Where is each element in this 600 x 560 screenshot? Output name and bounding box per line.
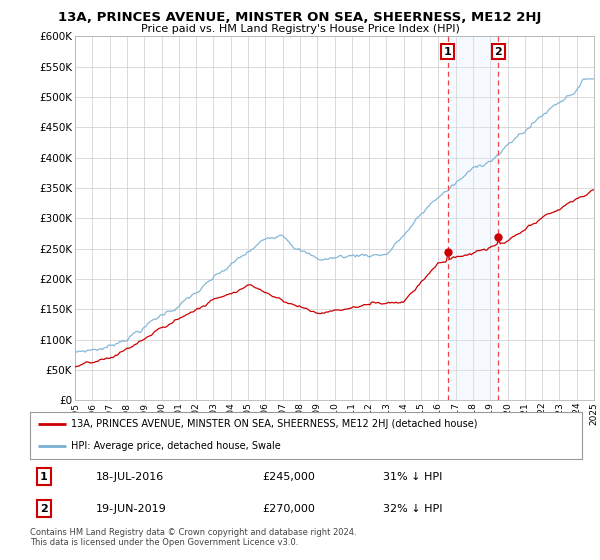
Bar (448, 36, 498, 400)
Text: 13A, PRINCES AVENUE, MINSTER ON SEA, SHEERNESS, ME12 2HJ: 13A, PRINCES AVENUE, MINSTER ON SEA, SHE… (58, 11, 542, 24)
Text: 13A, PRINCES AVENUE, MINSTER ON SEA, SHEERNESS, ME12 2HJ (detached house): 13A, PRINCES AVENUE, MINSTER ON SEA, SHE… (71, 419, 478, 430)
Text: £245,000: £245,000 (262, 472, 315, 482)
Text: 1: 1 (40, 472, 47, 482)
Text: 19-JUN-2019: 19-JUN-2019 (96, 504, 167, 514)
Text: Price paid vs. HM Land Registry's House Price Index (HPI): Price paid vs. HM Land Registry's House … (140, 24, 460, 34)
Text: Contains HM Land Registry data © Crown copyright and database right 2024.
This d: Contains HM Land Registry data © Crown c… (30, 528, 356, 547)
Text: 1: 1 (444, 46, 452, 57)
Text: HPI: Average price, detached house, Swale: HPI: Average price, detached house, Swal… (71, 441, 281, 451)
Text: 2: 2 (494, 46, 502, 57)
Text: 18-JUL-2016: 18-JUL-2016 (96, 472, 164, 482)
Text: 2: 2 (40, 504, 47, 514)
Text: 31% ↓ HPI: 31% ↓ HPI (383, 472, 443, 482)
Text: £270,000: £270,000 (262, 504, 315, 514)
Text: 32% ↓ HPI: 32% ↓ HPI (383, 504, 443, 514)
